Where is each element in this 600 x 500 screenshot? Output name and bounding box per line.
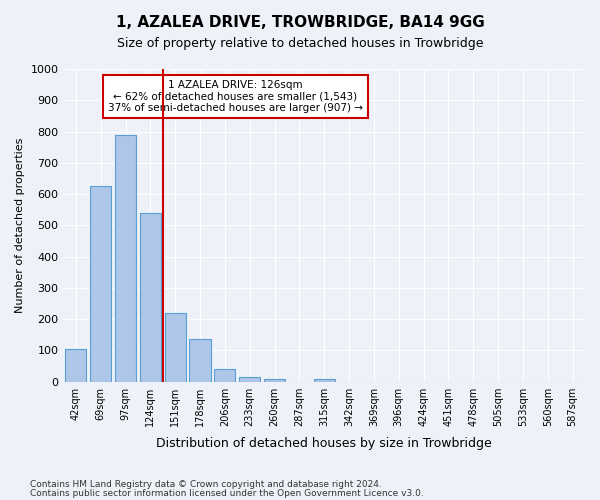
- Bar: [314, 378, 335, 382]
- X-axis label: Distribution of detached houses by size in Trowbridge: Distribution of detached houses by size …: [157, 437, 492, 450]
- Bar: [239, 376, 260, 382]
- Bar: [214, 368, 235, 382]
- Text: Contains public sector information licensed under the Open Government Licence v3: Contains public sector information licen…: [30, 488, 424, 498]
- Bar: [164, 313, 186, 382]
- Y-axis label: Number of detached properties: Number of detached properties: [15, 138, 25, 313]
- Bar: [264, 378, 285, 382]
- Text: Contains HM Land Registry data © Crown copyright and database right 2024.: Contains HM Land Registry data © Crown c…: [30, 480, 382, 489]
- Text: Size of property relative to detached houses in Trowbridge: Size of property relative to detached ho…: [117, 38, 483, 51]
- Bar: [115, 134, 136, 382]
- Bar: [190, 340, 211, 382]
- Bar: [90, 186, 111, 382]
- Bar: [65, 349, 86, 382]
- Bar: [140, 213, 161, 382]
- Text: 1, AZALEA DRIVE, TROWBRIDGE, BA14 9GG: 1, AZALEA DRIVE, TROWBRIDGE, BA14 9GG: [116, 15, 484, 30]
- Text: 1 AZALEA DRIVE: 126sqm
← 62% of detached houses are smaller (1,543)
37% of semi-: 1 AZALEA DRIVE: 126sqm ← 62% of detached…: [108, 80, 363, 113]
